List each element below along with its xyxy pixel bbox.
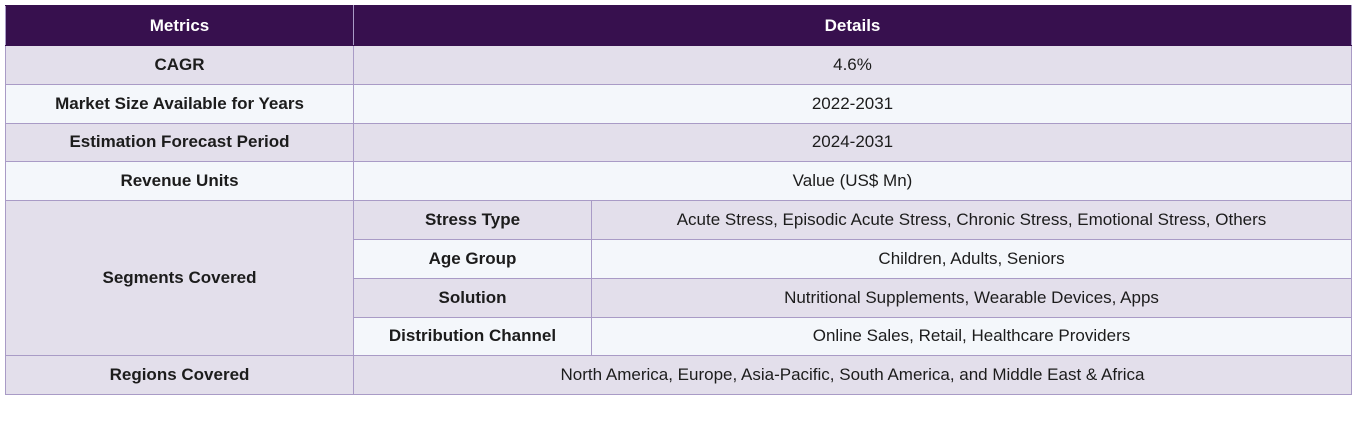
segment-name: Distribution Channel xyxy=(353,316,592,357)
segment-value: Nutritional Supplements, Wearable Device… xyxy=(591,277,1352,318)
revenue-label: Revenue Units xyxy=(5,161,354,202)
market-size-value: 2022-2031 xyxy=(353,83,1352,124)
table-row-segment-age-group: Age Group Children, Adults, Seniors xyxy=(6,238,1352,279)
table-row-segment-distribution-channel: Distribution Channel Online Sales, Retai… xyxy=(6,316,1352,357)
table-row-market-size: Market Size Available for Years 2022-203… xyxy=(5,83,1352,124)
metrics-header: Metrics xyxy=(5,5,354,46)
table-row-forecast: Estimation Forecast Period 2024-2031 xyxy=(5,122,1352,163)
regions-value: North America, Europe, Asia-Pacific, Sou… xyxy=(353,355,1352,396)
cagr-label: CAGR xyxy=(5,45,354,85)
table-row-segment-stress-type: Segments Covered Stress Type Acute Stres… xyxy=(5,200,1352,357)
table-row-regions: Regions Covered North America, Europe, A… xyxy=(5,355,1352,396)
details-header: Details xyxy=(353,5,1352,46)
segment-value: Acute Stress, Episodic Acute Stress, Chr… xyxy=(591,200,1352,240)
segments-label: Segments Covered xyxy=(5,200,354,357)
header-row: Metrics Details xyxy=(5,5,1352,46)
segment-name: Solution xyxy=(353,277,592,318)
segment-value: Online Sales, Retail, Healthcare Provide… xyxy=(591,316,1352,357)
revenue-value: Value (US$ Mn) xyxy=(353,161,1352,202)
table-row-cagr: CAGR 4.6% xyxy=(5,45,1352,85)
table-row-revenue: Revenue Units Value (US$ Mn) xyxy=(5,161,1352,202)
cagr-value: 4.6% xyxy=(353,45,1352,85)
market-size-label: Market Size Available for Years xyxy=(5,83,354,124)
forecast-label: Estimation Forecast Period xyxy=(5,122,354,163)
regions-label: Regions Covered xyxy=(5,355,354,396)
table-row-segment-solution: Solution Nutritional Supplements, Wearab… xyxy=(6,277,1352,318)
segment-name: Stress Type xyxy=(353,200,592,240)
segment-value: Children, Adults, Seniors xyxy=(591,238,1352,279)
segment-name: Age Group xyxy=(353,238,592,279)
forecast-value: 2024-2031 xyxy=(353,122,1352,163)
report-scope-table: Metrics Details CAGR 4.6% Market Size Av… xyxy=(5,5,1352,396)
